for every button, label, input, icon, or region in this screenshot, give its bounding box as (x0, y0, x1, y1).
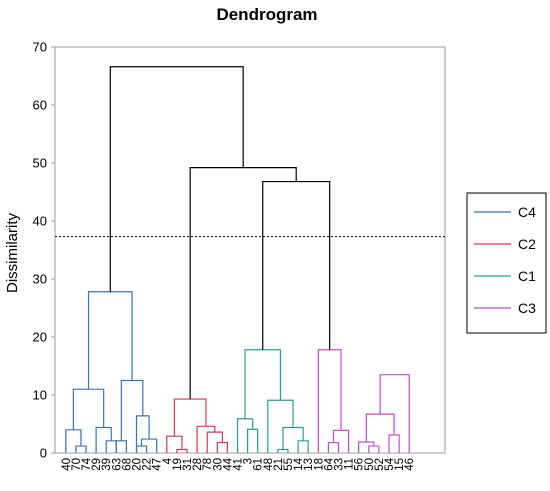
leaf-label: 4 (162, 457, 174, 464)
dendrogram-link-r1 (262, 180, 331, 350)
dendrogram-link-b6 (173, 398, 207, 437)
leaf-label: 50 (364, 458, 376, 471)
dendrogram-link-r3 (109, 66, 244, 292)
dendrogram-link-c1 (247, 428, 259, 453)
leaf-label: 74 (81, 457, 93, 470)
dendrogram-link-c5 (282, 426, 304, 450)
dendrogram-link-c7 (244, 349, 282, 419)
leaf-label: 30 (212, 458, 224, 471)
leaf-label: 56 (354, 458, 366, 471)
leaf-label: 70 (71, 458, 83, 471)
dendrogram-link-d8 (379, 374, 410, 453)
leaf-label: 19 (172, 458, 184, 471)
leaf-label: 46 (404, 458, 416, 471)
dendrogram-link-a9 (135, 415, 150, 453)
y-tick-label: 40 (33, 214, 47, 229)
dendrogram-link-c2 (236, 418, 254, 453)
chart-title: Dendrogram (216, 5, 317, 24)
y-tick-label: 50 (33, 156, 47, 171)
dendrogram-link-a10 (120, 379, 144, 441)
leaf-label: 64 (323, 457, 335, 470)
plot-area (54, 46, 446, 454)
leaf-label: 18 (313, 458, 325, 471)
legend-label: C3 (518, 300, 536, 316)
dendrogram-link-d1 (327, 441, 340, 453)
leaf-label: 13 (303, 458, 315, 471)
dendrogram-link-a3 (105, 440, 117, 453)
legend-label: C2 (518, 236, 536, 252)
dendrogram-link-a11 (87, 291, 133, 390)
dendrogram-link-d7 (365, 413, 395, 442)
leaf-label: 78 (202, 458, 214, 471)
dendrogram-link-a6 (115, 440, 127, 453)
leaf-label: 15 (394, 458, 406, 471)
dendrogram-link-c4 (297, 440, 309, 453)
dendrogram-link-b5 (196, 425, 216, 453)
dendrogram-links (65, 66, 410, 453)
y-tick-label: 0 (40, 446, 47, 461)
leaf-label: 39 (101, 458, 113, 471)
dendrogram-link-c6 (267, 399, 294, 453)
leaf-label: 54 (384, 457, 396, 470)
leaf-label: 41 (233, 458, 245, 471)
y-axis-label: Dissimilarity (4, 213, 21, 293)
leaf-label: 29 (91, 458, 103, 471)
dendrogram-link-d6 (388, 434, 400, 453)
legend-box (466, 192, 547, 334)
y-tick-label: 10 (33, 388, 47, 403)
dendrogram-link-b2 (166, 435, 183, 453)
dendrogram-link-a2 (65, 429, 82, 453)
leaf-label: 21 (273, 458, 285, 471)
leaf-label: 22 (142, 458, 154, 471)
legend-label: C4 (518, 204, 536, 220)
leaf-label: 44 (222, 457, 234, 470)
dendrogram-link-b1 (176, 448, 188, 453)
leaf-label: 11 (344, 458, 356, 470)
leaf-label: 63 (111, 458, 123, 471)
leaf-label: 3 (243, 458, 255, 464)
legend: C4 C2 C1 C3 (466, 192, 547, 334)
dendrogram-link-d5 (358, 441, 375, 453)
dendrogram-link-a1 (75, 445, 87, 453)
dendrogram-link-d2 (332, 429, 350, 453)
dendrogram-link-d3 (317, 349, 342, 453)
y-tick-label: 60 (33, 98, 47, 113)
leaf-label: 47 (152, 458, 164, 471)
dendrogram-link-d4 (368, 445, 380, 453)
leaf-label: 40 (61, 458, 73, 471)
y-axis: 0 10 20 30 40 50 60 70 (33, 40, 55, 461)
leaf-label: 48 (263, 458, 275, 471)
dendrogram-link-a5 (72, 388, 105, 430)
leaf-label: 31 (182, 458, 194, 471)
leaf-label: 20 (132, 458, 144, 471)
leaf-label: 14 (293, 457, 305, 470)
legend-label: C1 (518, 268, 536, 284)
leaf-label: 55 (283, 458, 295, 471)
leaf-label: 61 (253, 458, 265, 471)
leaf-label: 33 (334, 458, 346, 471)
leaf-labels: 4070742939636820224741931287830444136148… (61, 457, 416, 470)
y-tick-label: 70 (33, 40, 47, 55)
dendrogram-link-b3 (216, 441, 228, 453)
leaf-label: 68 (121, 458, 133, 471)
leaf-label: 52 (374, 458, 386, 471)
y-tick-label: 20 (33, 330, 47, 345)
y-tick-label: 30 (33, 272, 47, 287)
leaf-label: 28 (192, 458, 204, 471)
dendrogram-link-c3 (277, 448, 289, 453)
dendrogram-link-a7 (135, 445, 148, 453)
